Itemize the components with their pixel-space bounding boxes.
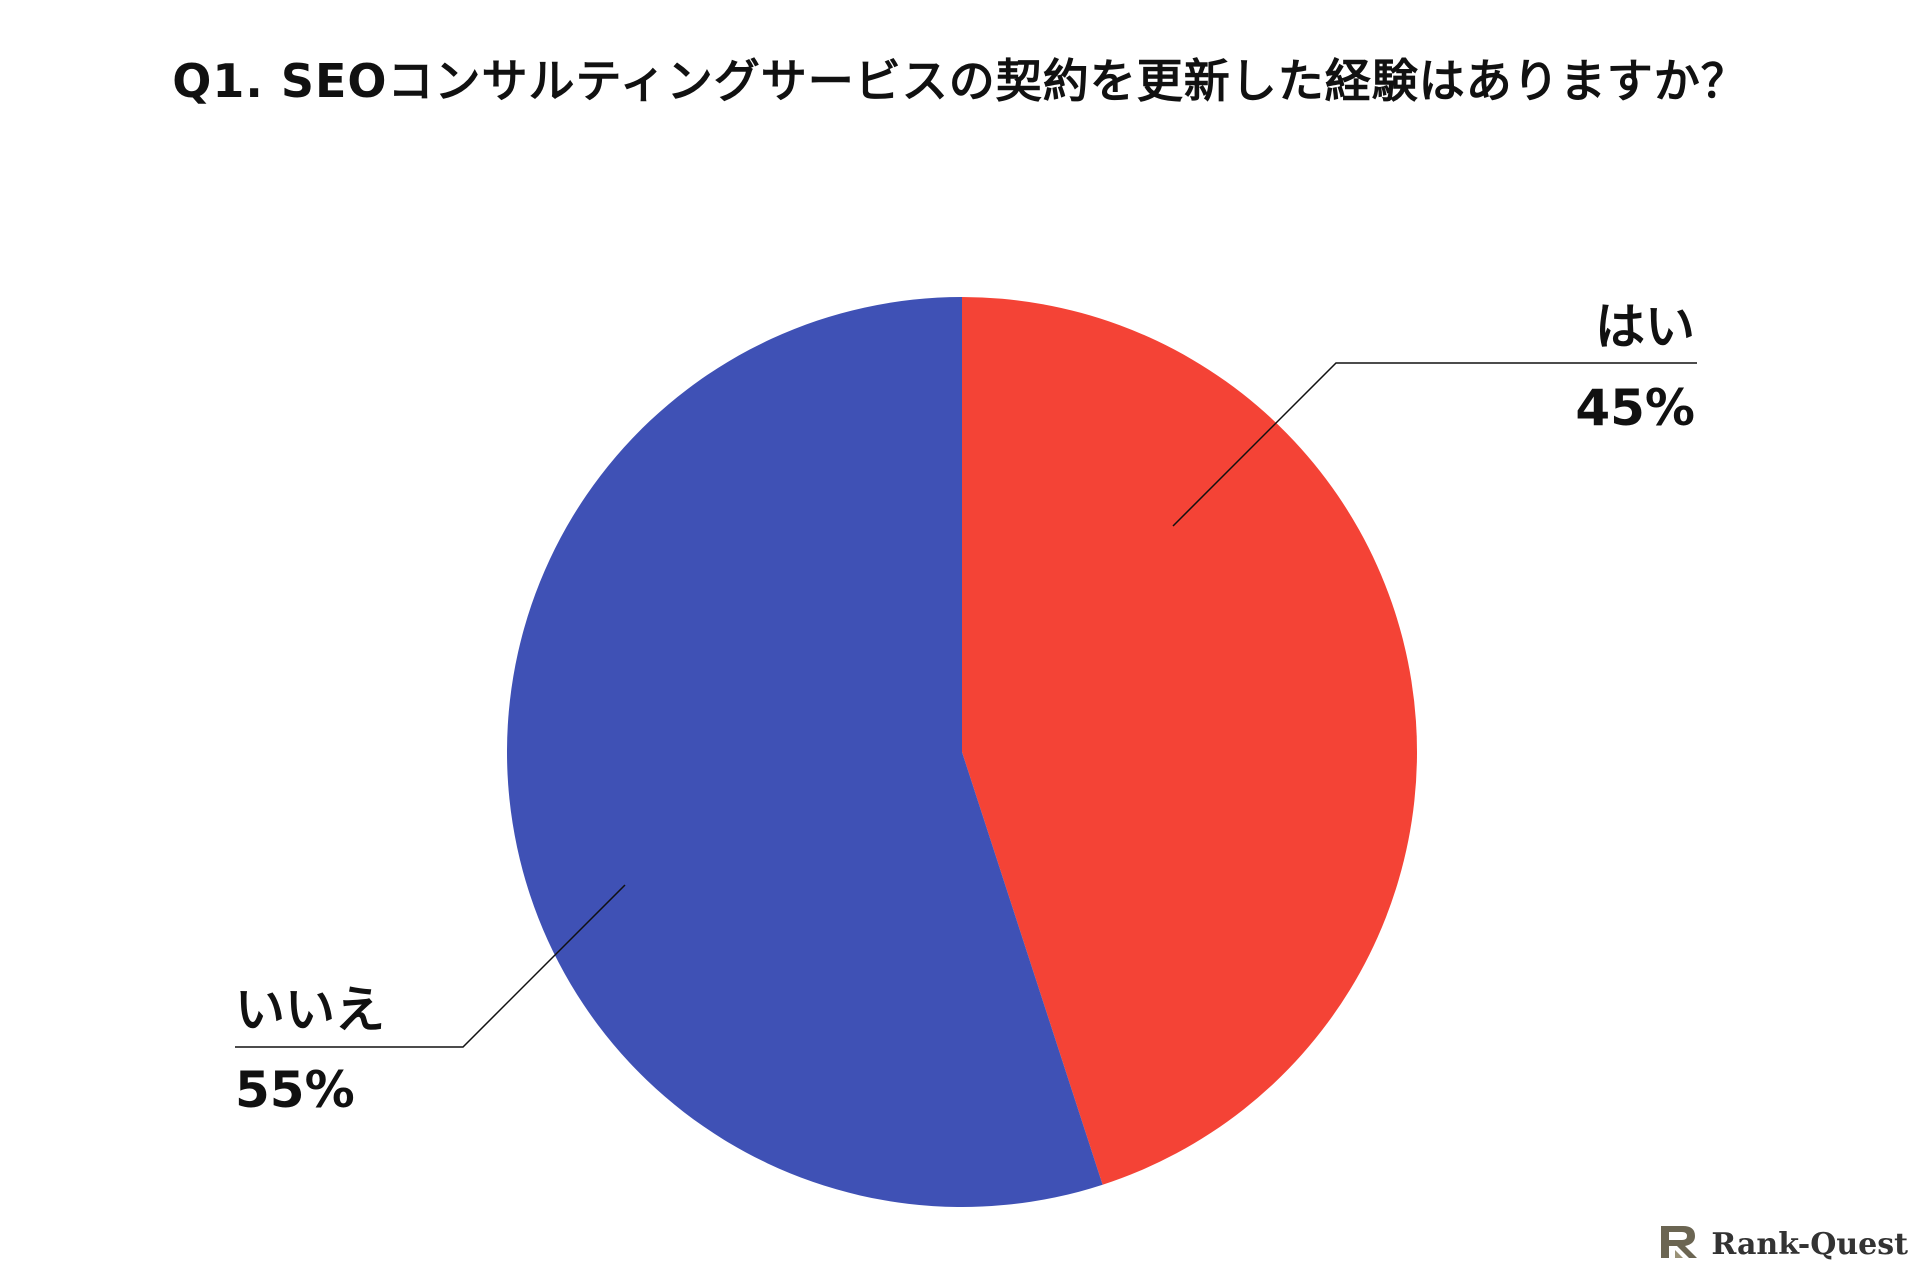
slice-value-no: 55% (235, 1061, 355, 1119)
leader-line-yes (1172, 362, 1697, 527)
slice-value-yes: 45% (1575, 379, 1695, 437)
pie-slices (507, 297, 1418, 1207)
leader-lines (235, 362, 1697, 1048)
pie-slice-yes (962, 297, 1418, 1185)
brand-name: Rank-Quest (1711, 1226, 1908, 1262)
rank-quest-logo-icon (1657, 1222, 1703, 1266)
chart-title: Q1. SEOコンサルティングサービスの契約を更新した経験はありますか？ (172, 54, 1748, 108)
slice-label-yes: はい (1595, 298, 1695, 356)
slice-label-no: いいえ (235, 981, 385, 1039)
leader-line-no (235, 884, 626, 1048)
brand-logo: Rank-Quest (1657, 1222, 1908, 1266)
pie-slice-no (507, 297, 1103, 1207)
